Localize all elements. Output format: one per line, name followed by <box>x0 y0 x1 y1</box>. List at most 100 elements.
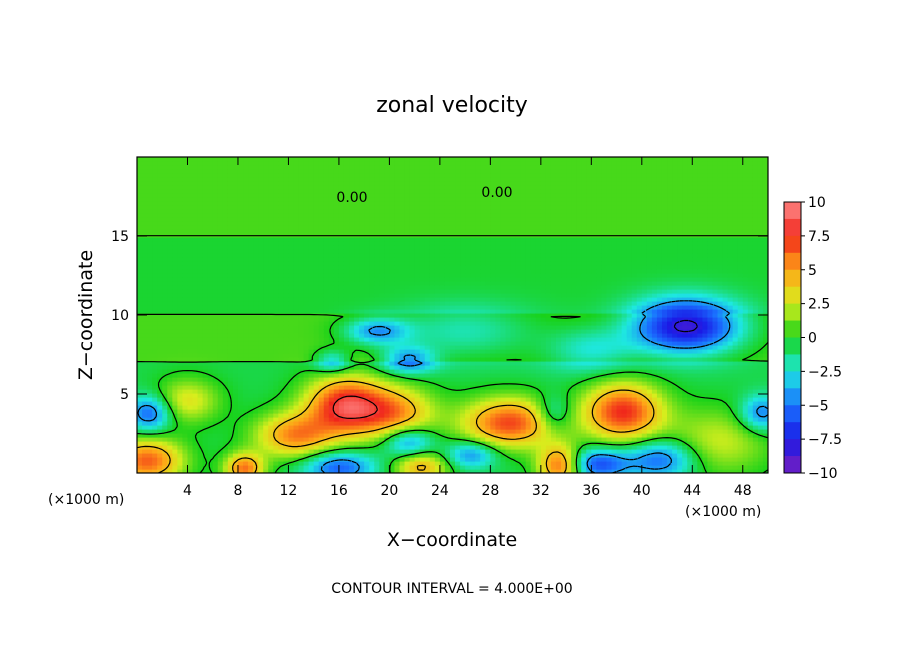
field-cell <box>429 369 436 374</box>
field-cell <box>384 409 390 414</box>
field-cell <box>374 329 380 334</box>
field-cell <box>343 317 350 322</box>
field-cell <box>278 393 284 398</box>
field-cell <box>429 353 436 358</box>
field-cell <box>364 405 370 410</box>
field-cell <box>409 469 416 473</box>
field-cell <box>288 345 295 350</box>
field-cell <box>323 325 330 330</box>
field-cell <box>288 245 295 250</box>
field-cell <box>455 413 461 418</box>
field-cell <box>369 409 375 414</box>
field-cell <box>187 165 194 170</box>
field-cell <box>328 349 335 354</box>
field-cell <box>384 421 390 426</box>
field-cell <box>253 353 259 358</box>
field-cell <box>172 173 178 178</box>
field-cell <box>364 389 370 394</box>
field-cell <box>439 221 446 226</box>
field-cell <box>152 397 158 402</box>
field-cell <box>152 201 158 206</box>
field-cell <box>343 189 350 194</box>
field-cell <box>273 345 279 350</box>
field-cell <box>434 381 441 386</box>
field-cell <box>248 169 254 174</box>
field-cell <box>283 433 290 438</box>
field-cell <box>349 361 355 366</box>
field-cell <box>152 177 158 182</box>
field-cell <box>192 457 199 462</box>
field-cell <box>197 253 204 258</box>
field-cell <box>177 285 184 290</box>
field-cell <box>364 157 370 162</box>
field-cell <box>359 405 365 410</box>
field-cell <box>182 269 189 274</box>
field-cell <box>414 361 421 366</box>
field-cell <box>369 213 375 218</box>
field-cell <box>338 337 345 342</box>
field-cell <box>374 353 380 358</box>
field-cell <box>399 313 406 318</box>
field-cell <box>439 229 446 234</box>
field-cell <box>434 397 441 402</box>
field-cell <box>258 321 264 326</box>
field-cell <box>177 437 184 442</box>
field-cell <box>298 437 305 442</box>
field-cell <box>172 373 178 378</box>
field-cell <box>333 345 340 350</box>
field-cell <box>399 453 406 458</box>
field-cell <box>182 205 189 210</box>
field-cell <box>253 437 259 442</box>
field-cell <box>137 249 143 254</box>
field-cell <box>303 301 310 306</box>
field-cell <box>389 273 396 278</box>
field-cell <box>273 265 279 270</box>
field-cell <box>379 337 385 342</box>
field-cell <box>333 157 340 162</box>
field-cell <box>404 361 411 366</box>
field-cell <box>419 189 426 194</box>
field-cell <box>308 369 315 374</box>
field-cell <box>177 253 184 258</box>
field-cell <box>354 453 360 458</box>
field-cell <box>222 273 229 278</box>
field-cell <box>343 421 350 426</box>
field-cell <box>288 217 295 222</box>
field-cell <box>147 397 153 402</box>
field-cell <box>187 389 194 394</box>
field-cell <box>449 201 456 206</box>
field-cell <box>232 369 239 374</box>
field-cell <box>253 281 259 286</box>
field-cell <box>439 189 446 194</box>
field-cell <box>152 289 158 294</box>
field-cell <box>308 173 315 178</box>
field-cell <box>167 341 173 346</box>
field-cell <box>374 437 380 442</box>
field-cell <box>283 289 290 294</box>
field-cell <box>202 277 209 282</box>
field-cell <box>318 425 325 430</box>
field-cell <box>217 385 224 390</box>
field-cell <box>243 221 249 226</box>
field-cell <box>202 225 209 230</box>
field-cell <box>434 353 441 358</box>
field-cell <box>308 437 315 442</box>
field-cell <box>147 273 153 278</box>
field-cell <box>273 273 279 278</box>
field-cell <box>399 405 406 410</box>
field-cell <box>313 313 320 318</box>
field-cell <box>323 157 330 162</box>
field-cell <box>192 393 199 398</box>
field-cell <box>399 269 406 274</box>
field-cell <box>217 421 224 426</box>
field-cell <box>237 433 244 438</box>
field-cell <box>293 465 300 470</box>
field-cell <box>258 353 264 358</box>
field-cell <box>389 393 396 398</box>
field-cell <box>192 329 199 334</box>
field-cell <box>394 341 401 346</box>
field-cell <box>157 429 163 434</box>
field-cell <box>268 173 274 178</box>
field-cell <box>197 269 204 274</box>
field-cell <box>212 461 219 466</box>
